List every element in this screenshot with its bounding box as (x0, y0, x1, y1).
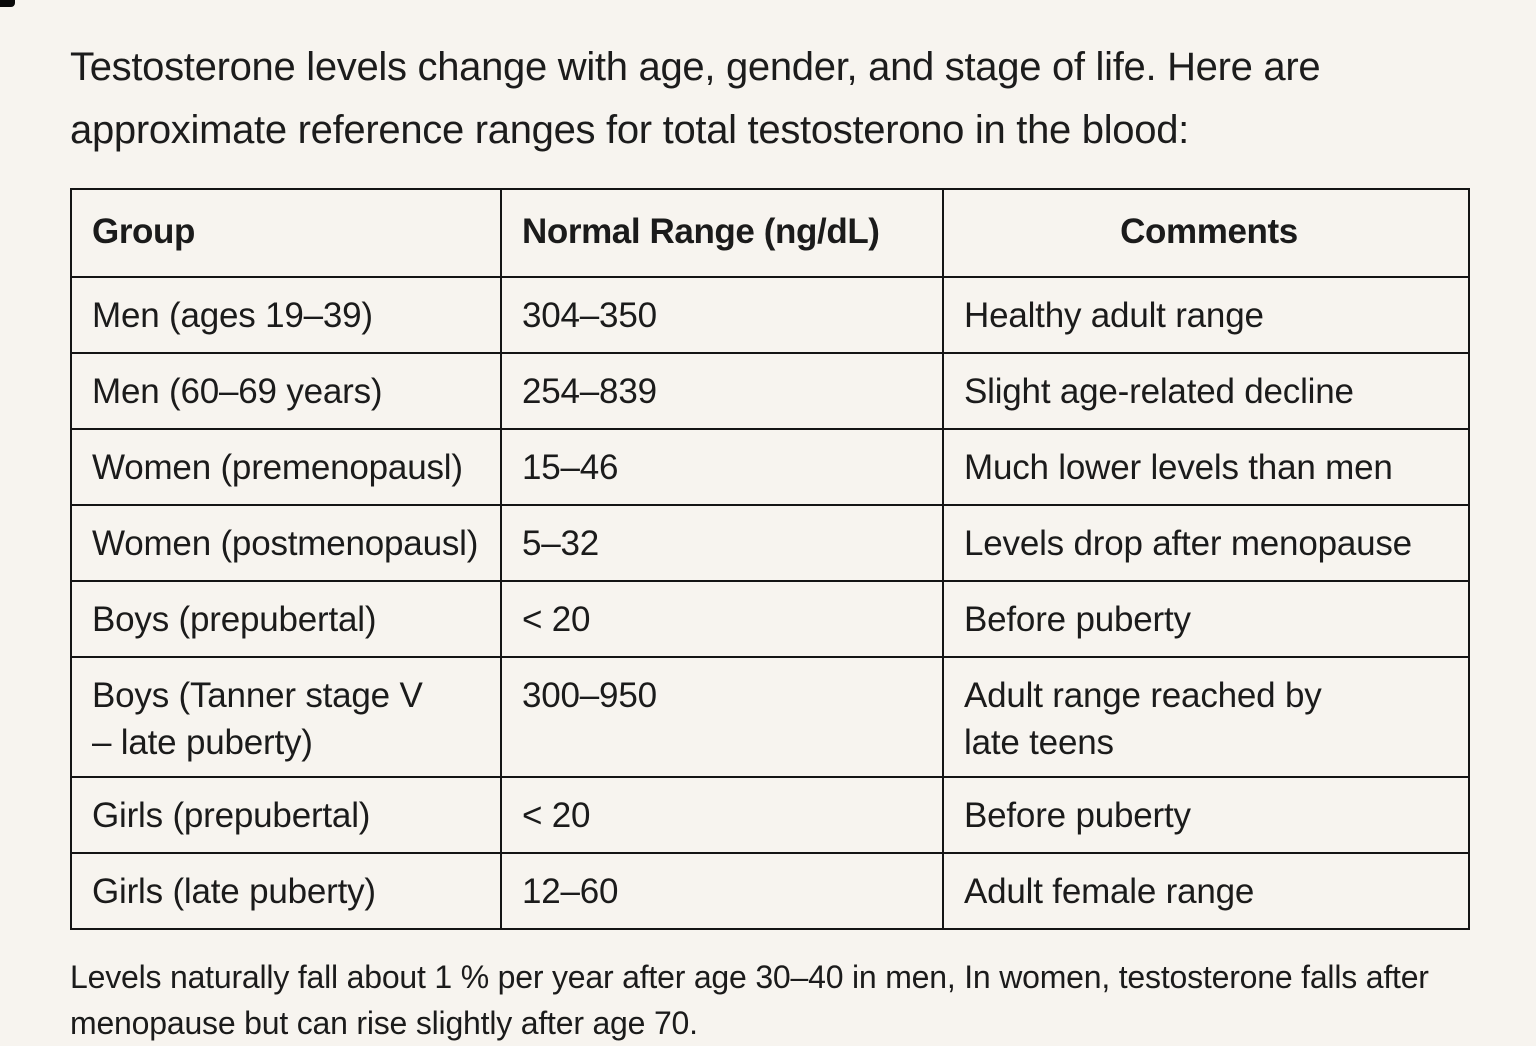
range-cell: < 20 (500, 580, 944, 658)
footnote: Levels naturally fall about 1 % per year… (70, 959, 1429, 1041)
group-cell: Girls (late puberty) (70, 852, 502, 930)
range-cell: 254–839 (500, 352, 944, 430)
column-header-normal-range: Normal Range (ng/dL) (500, 188, 944, 278)
column-header-comments: Comments (942, 188, 1470, 278)
table-row: Men (60–69 years) 254–839 Slight age-relat… (70, 352, 1470, 430)
comment-cell: Healthy adult range (942, 276, 1470, 354)
table-row: Women (postmenopausl) 5–32 Levels drop aft… (70, 504, 1470, 582)
group-cell: Girls (prepubertal) (70, 776, 502, 854)
column-header-group: Group (70, 188, 502, 278)
table-row: Boys (Tanner stage V – late puberty) 300–… (70, 656, 1470, 778)
group-cell: Women (postmenopausl) (70, 504, 502, 582)
comment-cell: Before puberty (942, 776, 1470, 854)
testosterone-reference-table: Group Normal Range (ng/dL) Comments Men … (70, 188, 1470, 930)
table-body: Men (ages 19–39) 304–350 Healthy adult ran… (70, 276, 1470, 930)
comment-cell: Before puberty (942, 580, 1470, 658)
table-row: Girls (late puberty) 12–60 Adult female ra… (70, 852, 1470, 930)
range-cell: 15–46 (500, 428, 944, 506)
table-row: Women (premenopausl) 15–46 Much lower leve… (70, 428, 1470, 506)
range-cell: 300–950 (500, 656, 944, 778)
table-row: Boys (prepubertal) < 20 Before puberty (70, 580, 1470, 658)
range-cell: < 20 (500, 776, 944, 854)
table-row: Girls (prepubertal) < 20 Before puberty (70, 776, 1470, 854)
group-cell: Women (premenopausl) (70, 428, 502, 506)
comment-cell: Levels drop after menopause (942, 504, 1470, 582)
screenshot-corner-mark (0, 0, 15, 7)
comment-cell: Adult female range (942, 852, 1470, 930)
range-cell: 12–60 (500, 852, 944, 930)
comment-cell: Much lower levels than men (942, 428, 1470, 506)
page-title: Testosterone levels change with age, gen… (70, 45, 1321, 152)
table-header-row: Group Normal Range (ng/dL) Comments (70, 188, 1470, 278)
table-row: Men (ages 19–39) 304–350 Healthy adult ran… (70, 276, 1470, 354)
comment-cell: Slight age-related decline (942, 352, 1470, 430)
group-cell: Boys (prepubertal) (70, 580, 502, 658)
group-cell: Men (ages 19–39) (70, 276, 502, 354)
range-cell: 304–350 (500, 276, 944, 354)
group-cell: Boys (Tanner stage V – late puberty) (70, 656, 502, 778)
range-cell: 5–32 (500, 504, 944, 582)
group-cell: Men (60–69 years) (70, 352, 502, 430)
comment-cell: Adult range reached by late teens (942, 656, 1470, 778)
